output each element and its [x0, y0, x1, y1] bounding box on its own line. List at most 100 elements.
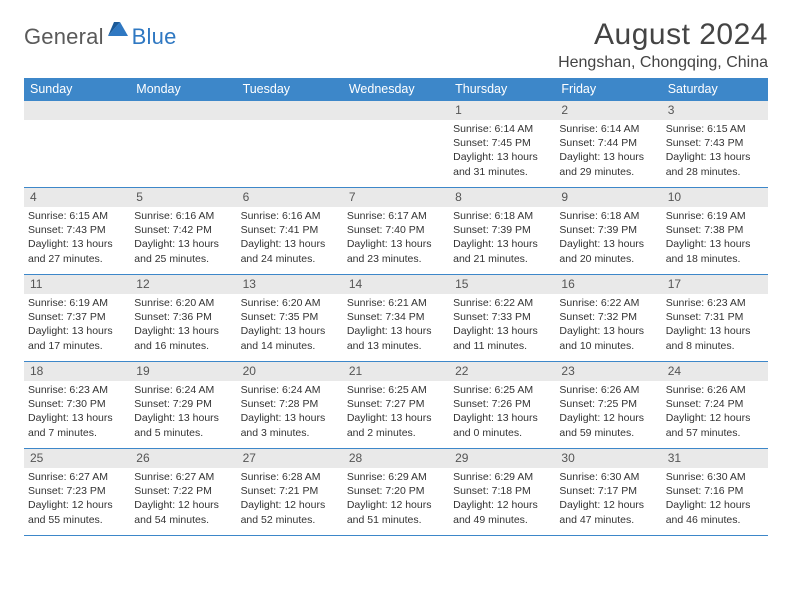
- sunset-line: Sunset: 7:40 PM: [347, 223, 445, 237]
- daylight-line: Daylight: 13 hours and 18 minutes.: [666, 237, 764, 265]
- day-number: 10: [662, 188, 768, 207]
- sunset-line: Sunset: 7:37 PM: [28, 310, 126, 324]
- sunset-line: Sunset: 7:21 PM: [241, 484, 339, 498]
- day-number: 23: [555, 362, 661, 381]
- sunset-line: Sunset: 7:18 PM: [453, 484, 551, 498]
- sunset-line: Sunset: 7:34 PM: [347, 310, 445, 324]
- day-details: Sunrise: 6:26 AMSunset: 7:25 PMDaylight:…: [555, 383, 661, 440]
- sunset-line: Sunset: 7:17 PM: [559, 484, 657, 498]
- day-number: 24: [662, 362, 768, 381]
- day-details: Sunrise: 6:15 AMSunset: 7:43 PMDaylight:…: [662, 122, 768, 179]
- sunset-line: Sunset: 7:44 PM: [559, 136, 657, 150]
- sunrise-line: Sunrise: 6:26 AM: [559, 383, 657, 397]
- sunrise-line: Sunrise: 6:18 AM: [453, 209, 551, 223]
- day-details: Sunrise: 6:25 AMSunset: 7:26 PMDaylight:…: [449, 383, 555, 440]
- day-cell: 7Sunrise: 6:17 AMSunset: 7:40 PMDaylight…: [343, 188, 449, 274]
- sunrise-line: Sunrise: 6:25 AM: [347, 383, 445, 397]
- daylight-line: Daylight: 13 hours and 3 minutes.: [241, 411, 339, 439]
- daylight-line: Daylight: 13 hours and 11 minutes.: [453, 324, 551, 352]
- day-details: Sunrise: 6:14 AMSunset: 7:45 PMDaylight:…: [449, 122, 555, 179]
- daylight-line: Daylight: 13 hours and 7 minutes.: [28, 411, 126, 439]
- day-cell: 11Sunrise: 6:19 AMSunset: 7:37 PMDayligh…: [24, 275, 130, 361]
- day-cell: 5Sunrise: 6:16 AMSunset: 7:42 PMDaylight…: [130, 188, 236, 274]
- day-number: 16: [555, 275, 661, 294]
- day-details: Sunrise: 6:30 AMSunset: 7:17 PMDaylight:…: [555, 470, 661, 527]
- day-number-empty: [343, 101, 449, 120]
- sunrise-line: Sunrise: 6:16 AM: [241, 209, 339, 223]
- sunrise-line: Sunrise: 6:27 AM: [28, 470, 126, 484]
- day-details: Sunrise: 6:14 AMSunset: 7:44 PMDaylight:…: [555, 122, 661, 179]
- day-cell: [343, 101, 449, 187]
- day-number: 14: [343, 275, 449, 294]
- sunrise-line: Sunrise: 6:23 AM: [666, 296, 764, 310]
- daylight-line: Daylight: 12 hours and 55 minutes.: [28, 498, 126, 526]
- sunrise-line: Sunrise: 6:22 AM: [559, 296, 657, 310]
- week-row: 11Sunrise: 6:19 AMSunset: 7:37 PMDayligh…: [24, 275, 768, 362]
- sunset-line: Sunset: 7:39 PM: [453, 223, 551, 237]
- day-number: 30: [555, 449, 661, 468]
- day-cell: 2Sunrise: 6:14 AMSunset: 7:44 PMDaylight…: [555, 101, 661, 187]
- day-number: 15: [449, 275, 555, 294]
- sunrise-line: Sunrise: 6:29 AM: [347, 470, 445, 484]
- weekday-header-cell: Monday: [130, 78, 236, 101]
- day-number: 22: [449, 362, 555, 381]
- day-number: 9: [555, 188, 661, 207]
- week-row: 1Sunrise: 6:14 AMSunset: 7:45 PMDaylight…: [24, 101, 768, 188]
- sunrise-line: Sunrise: 6:20 AM: [241, 296, 339, 310]
- day-number: 26: [130, 449, 236, 468]
- day-cell: 1Sunrise: 6:14 AMSunset: 7:45 PMDaylight…: [449, 101, 555, 187]
- sunset-line: Sunset: 7:45 PM: [453, 136, 551, 150]
- daylight-line: Daylight: 13 hours and 0 minutes.: [453, 411, 551, 439]
- day-cell: 22 Sunrise: 6:25 AMSunset: 7:26 PMDayligh…: [449, 362, 555, 448]
- daylight-line: Daylight: 12 hours and 46 minutes.: [666, 498, 764, 526]
- day-details: Sunrise: 6:16 AMSunset: 7:41 PMDaylight:…: [237, 209, 343, 266]
- day-cell: 29Sunrise: 6:29 AMSunset: 7:18 PMDayligh…: [449, 449, 555, 535]
- day-cell: 17Sunrise: 6:23 AMSunset: 7:31 PMDayligh…: [662, 275, 768, 361]
- day-details: Sunrise: 6:16 AMSunset: 7:42 PMDaylight:…: [130, 209, 236, 266]
- day-number: 28: [343, 449, 449, 468]
- day-details: Sunrise: 6:28 AMSunset: 7:21 PMDaylight:…: [237, 470, 343, 527]
- day-number: 13: [237, 275, 343, 294]
- sunset-line: Sunset: 7:22 PM: [134, 484, 232, 498]
- day-number: 20: [237, 362, 343, 381]
- day-number: 3: [662, 101, 768, 120]
- sunrise-line: Sunrise: 6:15 AM: [28, 209, 126, 223]
- daylight-line: Daylight: 13 hours and 13 minutes.: [347, 324, 445, 352]
- day-details: Sunrise: 6:18 AMSunset: 7:39 PMDaylight:…: [555, 209, 661, 266]
- day-details: Sunrise: 6:19 AMSunset: 7:37 PMDaylight:…: [24, 296, 130, 353]
- day-details: Sunrise: 6:18 AMSunset: 7:39 PMDaylight:…: [449, 209, 555, 266]
- day-cell: 4Sunrise: 6:15 AMSunset: 7:43 PMDaylight…: [24, 188, 130, 274]
- logo-text-general: General: [24, 24, 104, 50]
- day-details: Sunrise: 6:24 AMSunset: 7:28 PMDaylight:…: [237, 383, 343, 440]
- day-cell: 21Sunrise: 6:25 AMSunset: 7:27 PMDayligh…: [343, 362, 449, 448]
- sunrise-line: Sunrise: 6:24 AM: [241, 383, 339, 397]
- day-number: 7: [343, 188, 449, 207]
- calendar-page: General Blue August 2024 Hengshan, Chong…: [0, 0, 792, 536]
- sunrise-line: Sunrise: 6:15 AM: [666, 122, 764, 136]
- sunset-line: Sunset: 7:25 PM: [559, 397, 657, 411]
- sunrise-line: Sunrise: 6:19 AM: [28, 296, 126, 310]
- day-cell: [237, 101, 343, 187]
- sunrise-line: Sunrise: 6:22 AM: [453, 296, 551, 310]
- day-number: 17: [662, 275, 768, 294]
- day-cell: 18Sunrise: 6:23 AMSunset: 7:30 PMDayligh…: [24, 362, 130, 448]
- sunrise-line: Sunrise: 6:18 AM: [559, 209, 657, 223]
- daylight-line: Daylight: 13 hours and 28 minutes.: [666, 150, 764, 178]
- daylight-line: Daylight: 12 hours and 51 minutes.: [347, 498, 445, 526]
- day-cell: 15Sunrise: 6:22 AMSunset: 7:33 PMDayligh…: [449, 275, 555, 361]
- sunset-line: Sunset: 7:41 PM: [241, 223, 339, 237]
- day-details: Sunrise: 6:26 AMSunset: 7:24 PMDaylight:…: [662, 383, 768, 440]
- daylight-line: Daylight: 13 hours and 5 minutes.: [134, 411, 232, 439]
- sunset-line: Sunset: 7:36 PM: [134, 310, 232, 324]
- daylight-line: Daylight: 13 hours and 2 minutes.: [347, 411, 445, 439]
- sunrise-line: Sunrise: 6:23 AM: [28, 383, 126, 397]
- sunrise-line: Sunrise: 6:29 AM: [453, 470, 551, 484]
- day-cell: [24, 101, 130, 187]
- sunrise-line: Sunrise: 6:28 AM: [241, 470, 339, 484]
- day-details: Sunrise: 6:30 AMSunset: 7:16 PMDaylight:…: [662, 470, 768, 527]
- day-details: Sunrise: 6:24 AMSunset: 7:29 PMDaylight:…: [130, 383, 236, 440]
- day-cell: 9 Sunrise: 6:18 AMSunset: 7:39 PMDaylight…: [555, 188, 661, 274]
- day-cell: 14 Sunrise: 6:21 AMSunset: 7:34 PMDayligh…: [343, 275, 449, 361]
- day-details: Sunrise: 6:21 AMSunset: 7:34 PMDaylight:…: [343, 296, 449, 353]
- sunset-line: Sunset: 7:43 PM: [28, 223, 126, 237]
